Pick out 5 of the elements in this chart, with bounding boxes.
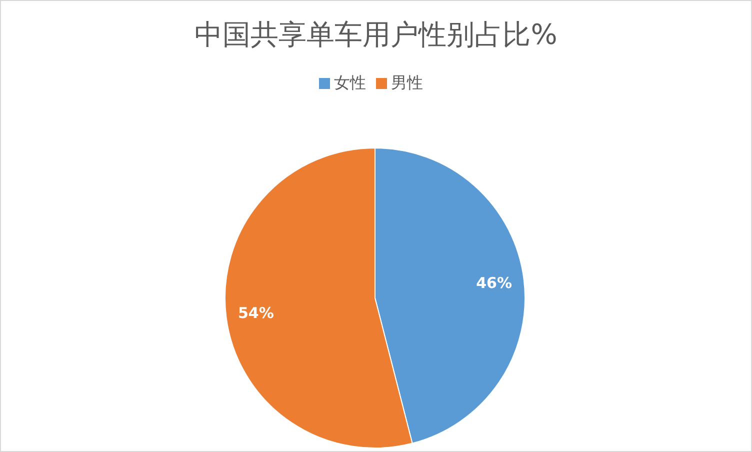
- legend-label: 女性: [334, 73, 366, 92]
- legend-label: 男性: [391, 73, 423, 92]
- data-label: 54%: [238, 304, 274, 322]
- chart-title: 中国共享单车用户性别占比%: [194, 17, 558, 53]
- data-label: 46%: [476, 274, 512, 292]
